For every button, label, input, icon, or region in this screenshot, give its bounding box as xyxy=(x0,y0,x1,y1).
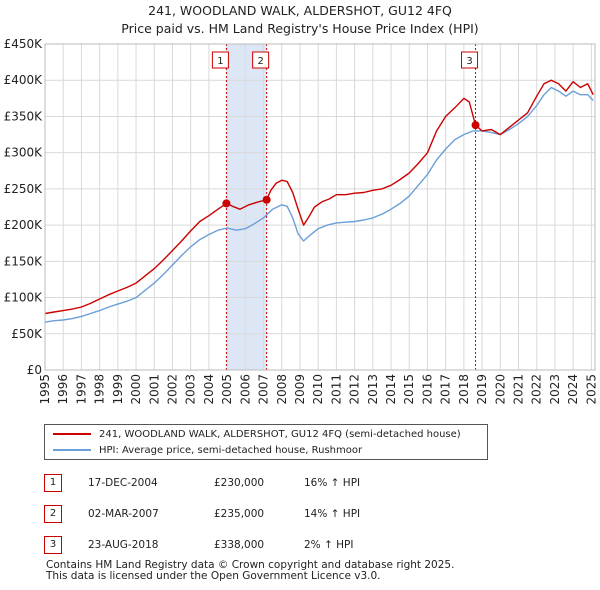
y-tick-label: £200K xyxy=(4,218,44,232)
x-tick-label: 2003 xyxy=(184,374,198,405)
series-line-property xyxy=(44,79,594,315)
sale-point xyxy=(471,121,480,130)
sale-date: 02-MAR-2007 xyxy=(88,508,159,520)
x-tick-label: 2015 xyxy=(402,374,416,405)
price-chart: £0 £50K £100K £150K £200K £250K £300K £350K £400… xyxy=(4,37,599,405)
title-line1: 241, WOODLAND WALK, ALDERSHOT, GU12 4FQ xyxy=(148,3,452,18)
title-line2: Price paid vs. HM Land Registry's House … xyxy=(121,21,479,36)
x-tick-label: 2021 xyxy=(512,374,526,405)
x-tick-label: 2007 xyxy=(257,374,271,405)
x-tick-label: 1999 xyxy=(111,374,125,405)
sale-date: 23-AUG-2018 xyxy=(88,539,159,551)
y-tick-label: £350K xyxy=(4,109,44,123)
x-tick-label: 2005 xyxy=(220,374,234,405)
legend-swatch-hpi xyxy=(53,449,91,451)
x-tick-label: 2012 xyxy=(348,374,362,405)
x-tick-label: 2004 xyxy=(202,374,216,405)
footer-line1: Contains HM Land Registry data © Crown c… xyxy=(46,559,455,571)
x-tick-label: 1998 xyxy=(93,374,107,405)
sale-hpi-diff: 2% ↑ HPI xyxy=(304,539,354,551)
x-tick-label: 2013 xyxy=(366,374,380,405)
sale-number-label: 2 xyxy=(257,56,263,67)
series-line-hpi xyxy=(44,86,594,323)
x-tick-label: 2019 xyxy=(475,374,489,405)
x-tick-label: 2008 xyxy=(275,374,289,405)
x-tick-label: 2006 xyxy=(238,374,252,405)
x-tick-label: 2011 xyxy=(329,374,343,405)
sale-price: £230,000 xyxy=(214,477,265,489)
sale-number-label: 3 xyxy=(466,56,472,67)
x-tick-label: 2025 xyxy=(584,374,598,405)
sale-price: £338,000 xyxy=(214,539,265,551)
y-tick-label: £100K xyxy=(4,291,44,305)
x-tick-label: 2022 xyxy=(530,374,544,405)
legend-label-property: 241, WOODLAND WALK, ALDERSHOT, GU12 4FQ … xyxy=(99,429,461,440)
x-tick-label: 2016 xyxy=(420,374,434,405)
x-tick-label: 2020 xyxy=(493,374,507,405)
y-tick-label: £400K xyxy=(4,73,44,87)
y-tick-label: £50K xyxy=(11,327,43,341)
sale-number-badge: 1 xyxy=(44,474,62,492)
y-tick-label: £150K xyxy=(4,254,44,268)
sale-number-box xyxy=(252,51,270,69)
sale-hpi-diff: 14% ↑ HPI xyxy=(304,508,361,520)
legend-swatch-property xyxy=(53,433,91,435)
chart-title: 241, WOODLAND WALK, ALDERSHOT, GU12 4FQ … xyxy=(0,2,600,38)
x-tick-label: 2018 xyxy=(457,374,471,405)
legend-item-property: 241, WOODLAND WALK, ALDERSHOT, GU12 4FQ … xyxy=(53,428,461,442)
x-tick-label: 2000 xyxy=(129,374,143,405)
x-tick-label: 2024 xyxy=(566,374,580,405)
y-tick-label: £300K xyxy=(4,146,44,160)
x-tick-label: 2010 xyxy=(311,374,325,405)
sale-number-badge: 2 xyxy=(44,505,62,523)
footer: Contains HM Land Registry data © Crown c… xyxy=(46,560,454,582)
sale-point xyxy=(222,199,231,208)
y-tick-label: £450K xyxy=(4,37,44,51)
x-tick-label: 2009 xyxy=(293,374,307,405)
plot-border xyxy=(44,43,596,371)
x-tick-label: 1996 xyxy=(56,374,70,405)
x-tick-label: 2002 xyxy=(165,374,179,405)
x-tick-label: 1995 xyxy=(38,374,52,405)
plot-area xyxy=(45,44,595,370)
x-tick-label: 2017 xyxy=(439,374,453,405)
x-tick-label: 2001 xyxy=(147,374,161,405)
sale-hpi-diff: 16% ↑ HPI xyxy=(304,477,361,489)
legend-item-hpi: HPI: Average price, semi-detached house,… xyxy=(53,444,362,458)
legend-label-hpi: HPI: Average price, semi-detached house,… xyxy=(99,445,363,456)
y-tick-label: £0 xyxy=(27,363,42,377)
x-tick-label: 1997 xyxy=(74,374,88,405)
y-tick-label: £250K xyxy=(4,182,44,196)
sale-number-badge: 3 xyxy=(44,536,62,554)
x-tick-label: 2014 xyxy=(384,374,398,405)
x-tick-label: 2023 xyxy=(548,374,562,405)
sale-date: 17-DEC-2004 xyxy=(88,477,158,489)
sale-point xyxy=(262,195,271,204)
sale-number-box xyxy=(461,51,479,69)
sale-price: £235,000 xyxy=(214,508,265,520)
footer-line2: This data is licensed under the Open Gov… xyxy=(46,570,381,582)
sale-number-label: 1 xyxy=(217,56,223,67)
sale-number-box xyxy=(211,51,229,69)
legend: 241, WOODLAND WALK, ALDERSHOT, GU12 4FQ … xyxy=(44,424,488,460)
shaded-span xyxy=(226,44,267,370)
